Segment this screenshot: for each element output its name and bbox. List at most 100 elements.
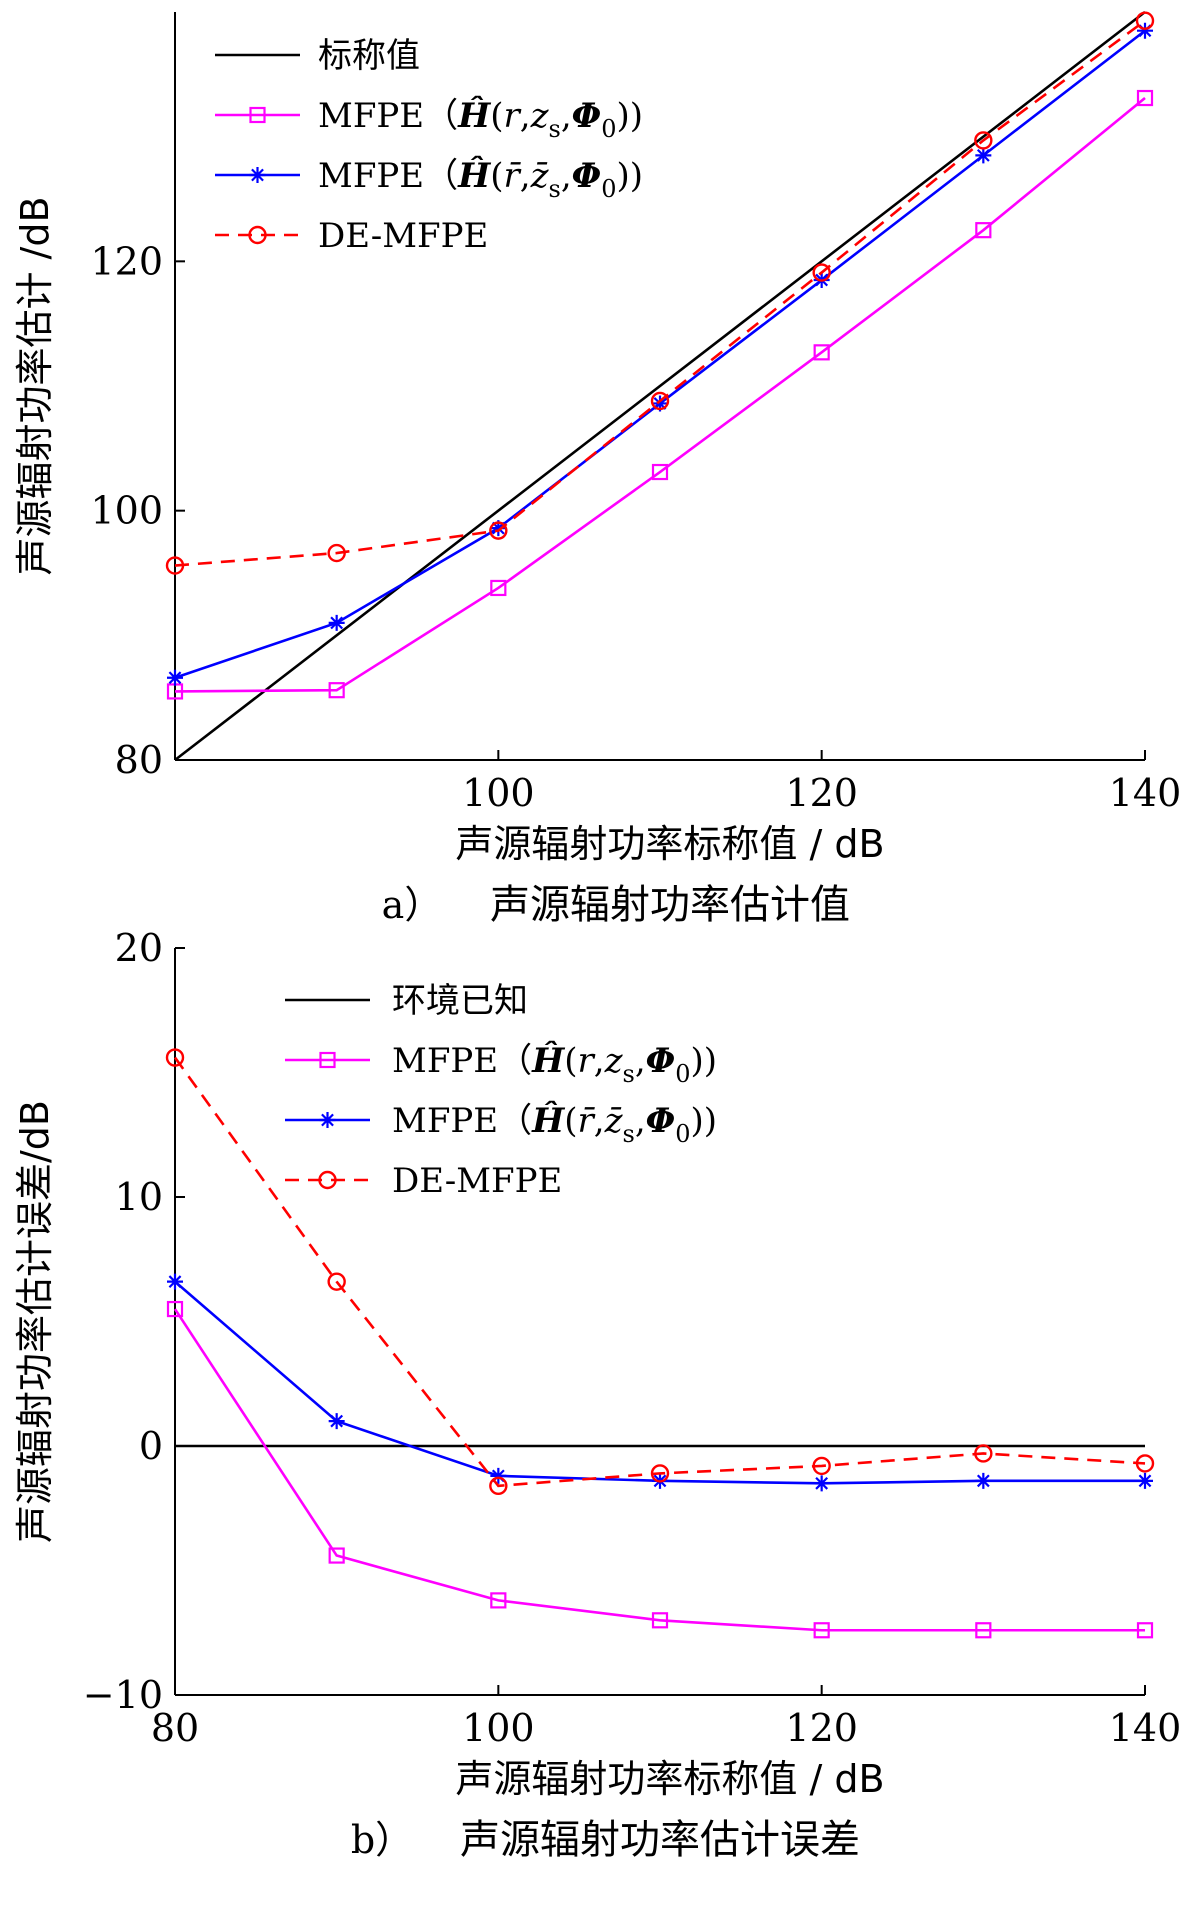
data-point [165, 1048, 185, 1067]
legend-label-part: 0 [675, 1060, 690, 1088]
data-point [650, 391, 670, 411]
legend-label-part: z [604, 1041, 624, 1081]
legend-label-part: s [623, 1120, 635, 1148]
legend-label: MFPE（Ĥ(r̄,z̄s,Φ0)) [318, 155, 643, 203]
series-line [174, 97, 1146, 693]
legend-label-part: MFPE（ [392, 1041, 532, 1081]
legend-marker [248, 225, 267, 245]
x-axis-label: 声源辐射功率标称值 / dB [455, 822, 884, 866]
legend-label-part: Φ [572, 156, 602, 196]
series-line [174, 19, 1146, 567]
legend-label-part: Ĥ [531, 1100, 566, 1141]
data-point [813, 344, 830, 361]
data-point [975, 147, 992, 164]
data-point [1136, 89, 1154, 107]
legend-label-part: r̄ [578, 1101, 596, 1141]
legend-marker [319, 1112, 336, 1128]
data-point [1135, 1454, 1155, 1473]
series-line [174, 1280, 1145, 1485]
data-point [328, 1413, 345, 1430]
legend-label-part: ( [564, 1041, 577, 1081]
y-axis-label: 声源辐射功率估计 /dB [13, 196, 57, 575]
legend-label: DE-MFPE [392, 1161, 562, 1201]
legend-label-part: )) [691, 1101, 718, 1141]
data-point [975, 1472, 992, 1489]
y-tick-label: 10 [115, 1175, 163, 1219]
x-tick-label: 120 [785, 771, 858, 815]
legend-label-part: ( [490, 156, 503, 196]
legend-label-part: MFPE（ [392, 1101, 532, 1141]
y-tick-label: 20 [115, 926, 163, 970]
caption-label: b） [351, 1818, 413, 1862]
x-tick-label: 140 [1109, 771, 1182, 815]
series-1 [166, 1300, 1154, 1639]
legend-label-part: r̄ [504, 156, 522, 196]
legend-label: 环境已知 [392, 981, 528, 1021]
data-point [652, 395, 668, 412]
series-line [174, 10, 1146, 762]
x-tick-label: 100 [462, 1706, 535, 1750]
data-point [1137, 1472, 1153, 1489]
data-point [490, 1467, 507, 1484]
caption-label: a） [382, 883, 443, 927]
legend-label-part: , [594, 1041, 605, 1081]
legend-label: 标称值 [318, 36, 420, 76]
legend-label-part: , [561, 156, 572, 196]
data-point [1137, 22, 1153, 39]
legend-label-part: Φ [646, 1041, 676, 1081]
legend-label: MFPE（Ĥ(r,zs,Φ0)) [392, 1040, 717, 1088]
series-line [173, 1308, 1145, 1632]
series-line [173, 1056, 1146, 1488]
legend-marker [318, 1170, 337, 1190]
x-tick-label: 80 [151, 1706, 199, 1750]
series-3 [165, 11, 1155, 575]
data-point [974, 1444, 993, 1463]
data-point [975, 222, 992, 239]
data-point [490, 520, 507, 537]
y-axis-label: 声源辐射功率估计误差/dB [13, 1100, 57, 1543]
legend-label-part: s [549, 115, 561, 143]
legend: 环境已知MFPE（Ĥ(r,zs,Φ0))MFPE（Ĥ(r̄,z̄s,Φ0))DE… [285, 981, 717, 1201]
y-tick-label: −10 [83, 1673, 163, 1717]
data-point [328, 1547, 345, 1564]
y-tick-label: 100 [90, 489, 163, 533]
legend-label-part: z̄ [530, 156, 550, 196]
data-point [650, 1464, 670, 1483]
series-2 [167, 1273, 1153, 1492]
data-point [1135, 11, 1155, 30]
legend-label-part: MFPE（ [318, 96, 458, 136]
data-point [165, 556, 185, 575]
legend-label-part: Φ [572, 96, 602, 136]
x-axis-label: 声源辐射功率标称值 / dB [455, 1757, 884, 1801]
y-tick-label: 0 [139, 1424, 163, 1468]
legend-label-part: ( [490, 96, 503, 136]
legend-label-part: 0 [601, 175, 616, 203]
series-3 [165, 1048, 1155, 1496]
legend-label-part: , [520, 96, 531, 136]
data-point [813, 1475, 830, 1492]
legend-label-part: z̄ [604, 1101, 624, 1141]
caption-text: 声源辐射功率估计误差 [460, 1817, 860, 1863]
legend-label-part: , [594, 1101, 605, 1141]
legend-label-part: Φ [646, 1101, 676, 1141]
legend-marker [319, 1051, 336, 1069]
legend-label-part: Ĥ [457, 95, 492, 136]
legend-label-part: ( [564, 1101, 577, 1141]
legend-label-part: s [623, 1060, 635, 1088]
data-point [167, 1273, 183, 1290]
data-point [651, 463, 669, 481]
legend-label-part: Ĥ [457, 155, 492, 196]
series-2 [167, 22, 1153, 686]
legend-marker [249, 167, 266, 183]
caption-text: 声源辐射功率估计值 [490, 882, 850, 928]
data-point [490, 579, 507, 597]
y-tick-label: 80 [115, 738, 163, 782]
chart-b: 80 100 120 140−1001020环境已知MFPE（Ĥ(r,zs,Φ0))M… [13, 926, 1181, 1863]
data-point [651, 1612, 669, 1629]
legend-label-part: , [561, 96, 572, 136]
legend-label-part: z [530, 96, 550, 136]
data-point [328, 682, 345, 699]
data-point [489, 1476, 508, 1496]
legend-label-part: , [635, 1041, 646, 1081]
